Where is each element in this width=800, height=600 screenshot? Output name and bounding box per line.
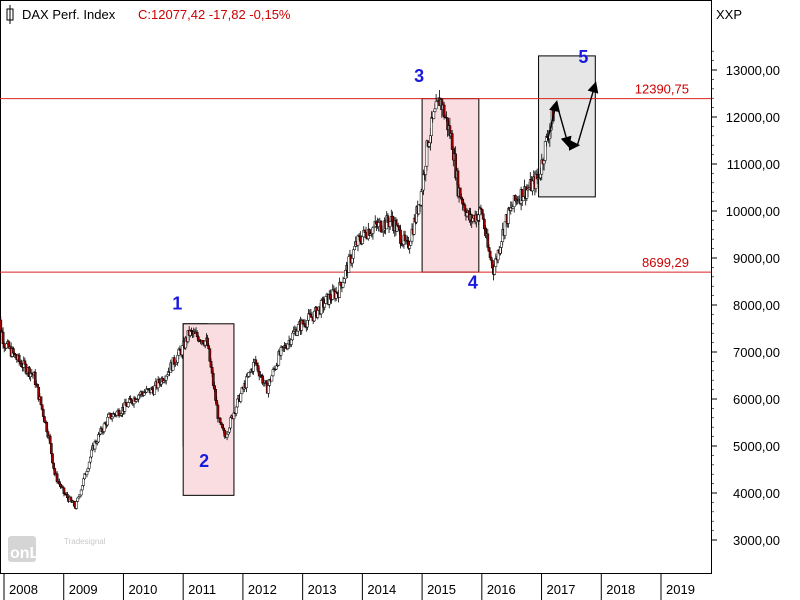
box-gray-3 — [538, 55, 596, 198]
y-tick-label-2: 5000,00 — [733, 439, 780, 454]
candle-body-194 — [216, 404, 220, 419]
candle-body-95 — [102, 423, 106, 432]
candle-body-50 — [51, 453, 54, 464]
y-tick-label-4: 7000,00 — [733, 345, 780, 360]
wave-label-5: 5 — [578, 47, 588, 67]
y-tick-label-0: 3000,00 — [733, 533, 780, 548]
projection-arrow-0 — [546, 100, 560, 141]
x-tick-label-0: 2008 — [9, 582, 38, 597]
candle-body-301 — [339, 282, 343, 286]
level-label-0: 12390,75 — [635, 82, 689, 97]
candle-body-98 — [106, 416, 109, 426]
instrument-name: DAX Perf. Index — [22, 7, 116, 22]
watermark-box — [8, 536, 36, 562]
candle-body-16 — [12, 348, 15, 354]
x-tick-label-8: 2016 — [487, 582, 516, 597]
wave-label-4: 4 — [468, 273, 478, 293]
y-tick-label-1: 4000,00 — [733, 486, 780, 501]
projection-arrow-3 — [576, 81, 599, 146]
candle-body-102 — [110, 416, 114, 419]
candle-body-116 — [126, 402, 130, 408]
x-tick-label-3: 2011 — [188, 582, 216, 597]
candle-body-312 — [352, 249, 355, 259]
x-tick-label-5: 2013 — [308, 582, 337, 597]
candle-body-214 — [239, 393, 243, 402]
candle-body-43 — [43, 416, 46, 423]
x-tick-label-9: 2017 — [547, 582, 576, 597]
y-tick-label-10: 13000,00 — [726, 63, 780, 78]
candle-body-205 — [229, 417, 232, 429]
currency-label: XXP — [716, 7, 742, 22]
wave-labels: 1 2 3 4 5 — [172, 47, 588, 471]
box-pink-1 — [182, 323, 235, 496]
candle-body-163 — [180, 345, 184, 356]
level-lines: 12390,75 8699,29 — [0, 82, 711, 273]
candle-body-196 — [218, 417, 222, 423]
annotation-boxes — [182, 55, 596, 496]
projection-arrow-1 — [555, 102, 572, 148]
x-tick-label-11: 2019 — [666, 582, 695, 597]
wave-label-2: 2 — [199, 451, 209, 471]
candle-body-383 — [433, 108, 437, 112]
projection-arrows — [546, 81, 599, 151]
x-tick-label-1: 2009 — [69, 582, 98, 597]
candle-body-71 — [75, 501, 78, 509]
x-tick-label-7: 2015 — [427, 582, 456, 597]
candle-body-42 — [41, 409, 45, 417]
y-tick-label-6: 9000,00 — [733, 251, 780, 266]
plot-frame — [0, 0, 712, 574]
candle-body-49 — [49, 443, 53, 454]
x-tick-label-4: 2012 — [248, 582, 277, 597]
x-axis: 2008 2009 2010 2011 2012 2013 2014 2015 2016 2017… — [3, 573, 695, 600]
y-tick-label-9: 12000,00 — [726, 110, 780, 125]
watermark-sub: Tradesignal — [64, 537, 106, 546]
y-tick-label-8: 11000,00 — [727, 157, 780, 172]
candle-body-75 — [79, 489, 83, 496]
y-tick-label-3: 6000,00 — [733, 392, 780, 407]
candle-body-382 — [432, 111, 436, 119]
chart-header: DAX Perf. Index C:12077,42 -17,82 -0,15% — [6, 5, 291, 24]
candle-body-264 — [296, 324, 300, 332]
watermark-brand: onLine — [10, 545, 63, 562]
price-candles — [0, 90, 555, 510]
wave-label-1: 1 — [172, 294, 182, 314]
level-label-1: 8699,29 — [642, 255, 689, 270]
y-axis: 3000,00 4000,00 5000,00 6000,00 7000,00 8000,… — [711, 50, 780, 548]
candle-body-40 — [39, 396, 43, 405]
x-tick-label-10: 2018 — [606, 582, 635, 597]
quote-text: C:12077,42 -17,82 -0,15% — [138, 7, 291, 22]
candle-body-259 — [291, 332, 294, 341]
candle-body-287 — [323, 303, 327, 308]
candle-body-186 — [207, 345, 211, 349]
candle-body-106 — [115, 411, 119, 416]
candle-body-48 — [48, 435, 52, 444]
candle-body-37 — [36, 383, 39, 388]
tradesignal-watermark: onLine Tradesignal — [8, 536, 106, 562]
candle-body-219 — [245, 376, 248, 389]
x-tick-label-6: 2014 — [367, 582, 396, 597]
candle-body-303 — [341, 282, 345, 288]
wave-label-3: 3 — [414, 66, 424, 86]
candle-body-210 — [234, 406, 238, 414]
x-tick-label-2: 2010 — [128, 582, 157, 597]
y-tick-label-5: 8000,00 — [733, 298, 780, 313]
y-tick-label-7: 10000,00 — [726, 204, 780, 219]
